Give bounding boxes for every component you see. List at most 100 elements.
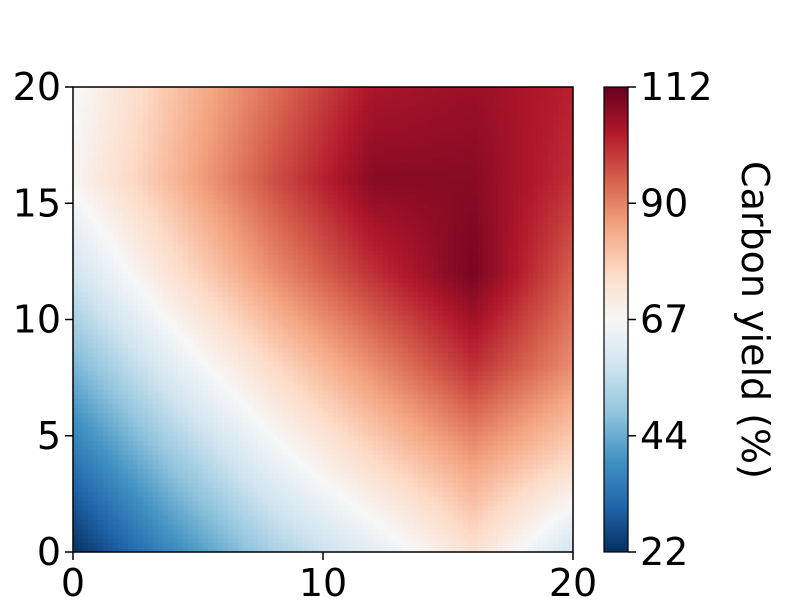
heatmap-cell [543,440,549,446]
heatmap-cell [183,542,189,548]
heatmap-cell [328,431,334,437]
heatmap-cell [338,403,344,409]
heatmap-cell [483,538,489,544]
heatmap-cell [288,319,294,325]
heatmap-cell [323,324,329,330]
heatmap-cell [188,519,194,525]
heatmap-cell [518,366,524,372]
heatmap-cell [363,449,369,455]
heatmap-cell [213,393,219,400]
heatmap-cell [153,375,159,381]
heatmap-cell [388,389,394,395]
heatmap-cell [73,398,79,404]
heatmap-cell [223,533,229,539]
heatmap-cell [453,324,459,330]
heatmap-cell [413,533,419,539]
heatmap-cell [468,375,474,381]
heatmap-cell [393,477,399,483]
heatmap-cell [308,454,314,460]
heatmap-cell [183,426,189,432]
heatmap-cell [493,524,499,530]
heatmap-cell [308,370,314,376]
heatmap-cell [478,333,484,339]
heatmap-cell [218,417,224,423]
heatmap-cell [388,398,394,404]
heatmap-cell [233,361,239,367]
heatmap-cell [448,393,454,400]
heatmap-cell [323,533,329,539]
heatmap-cell [313,352,319,358]
heatmap-cell [328,510,334,516]
heatmap-cell [123,356,129,362]
heatmap-cell [458,375,464,381]
heatmap-cell [363,384,369,390]
heatmap-cell [488,356,494,362]
heatmap-cell [313,417,319,423]
heatmap-cell [388,421,394,428]
heatmap-cell [408,519,414,525]
heatmap-cell [488,524,494,530]
heatmap-cell [498,459,504,465]
heatmap-cell [543,496,549,502]
heatmap-cell [328,426,334,432]
heatmap-cell [268,342,274,348]
heatmap-cell [553,389,559,395]
heatmap-cell [458,319,464,325]
heatmap-cell [403,384,409,390]
heatmap-cell [298,500,304,507]
heatmap-cell [203,463,209,469]
heatmap-cell [98,328,104,335]
heatmap-cell [488,496,494,502]
heatmap-cell [558,468,564,474]
heatmap-cell [223,398,229,404]
heatmap-cell [283,338,289,344]
heatmap-cell [523,500,529,507]
heatmap-cell [428,333,434,339]
heatmap-cell [543,500,549,507]
heatmap-cell [553,533,559,539]
heatmap-cell [83,431,89,437]
heatmap-cell [333,412,339,418]
heatmap-cell [268,482,274,488]
heatmap-cell [548,361,554,367]
heatmap-cell [143,445,149,451]
heatmap-cell [543,417,549,423]
heatmap-cell [88,435,94,441]
heatmap-cell [568,421,573,428]
heatmap-cell [378,510,384,516]
heatmap-cell [143,510,149,516]
heatmap-cell [528,486,534,493]
heatmap-cell [533,379,539,386]
heatmap-cell [278,384,284,390]
heatmap-cell [553,486,559,493]
heatmap-cell [433,486,439,493]
heatmap-cell [318,398,324,404]
heatmap-cell [463,421,469,428]
heatmap-cell [423,435,429,441]
heatmap-cell [103,324,109,330]
heatmap-cell [423,393,429,400]
heatmap-cell [468,468,474,474]
heatmap-cell [248,384,254,390]
heatmap-cell [193,338,199,344]
heatmap-cell [353,468,359,474]
heatmap-cell [443,547,449,552]
heatmap-cell [263,528,269,534]
heatmap-cell [483,496,489,502]
heatmap-cell [208,426,214,432]
heatmap-cell [178,366,184,372]
heatmap-cell [363,370,369,376]
heatmap-cell [308,379,314,386]
heatmap-cell [413,491,419,497]
heatmap-cell [443,338,449,344]
heatmap-cell [158,505,164,511]
heatmap-cell [358,445,364,451]
heatmap-cell [333,370,339,376]
heatmap-cell [538,510,544,516]
heatmap-cell [353,514,359,521]
heatmap-cell [288,514,294,521]
heatmap-cell [358,403,364,409]
heatmap-cell [498,412,504,418]
heatmap-cell [568,338,573,344]
heatmap-cell [143,486,149,493]
